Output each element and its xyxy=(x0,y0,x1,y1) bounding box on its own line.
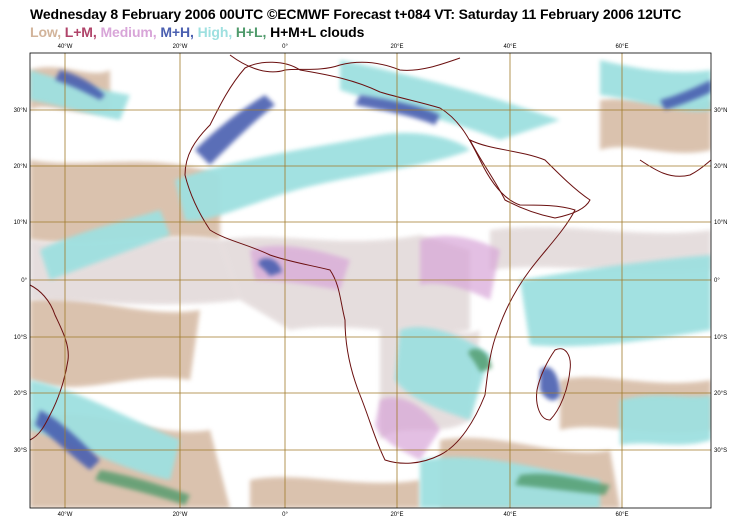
latitude-label: 30°N xyxy=(14,108,27,114)
legend-low: Low xyxy=(30,24,58,40)
longitude-label: 20°W xyxy=(173,512,188,518)
longitude-label: 60°E xyxy=(615,512,628,518)
longitude-label: 20°E xyxy=(390,512,403,518)
legend-high-low: H+L xyxy=(235,24,263,40)
latitude-label: 30°N xyxy=(714,108,727,114)
latitude-label: 0° xyxy=(714,278,720,284)
latitude-labels: 30°N 30°N 20°N 20°N 10°N 10°N 0° 0° 10°S 10°S 20°S… xyxy=(14,108,728,454)
arabia-coastline xyxy=(468,138,591,219)
longitude-label: 40°E xyxy=(503,512,516,518)
latitude-label: 10°S xyxy=(714,335,727,341)
madagascar-coastline xyxy=(536,348,571,421)
cloud-legend: Low, L+M, Medium, M+H, High, H+L, H+M+L … xyxy=(30,24,365,40)
legend-medium: Medium xyxy=(100,24,153,40)
cloud-fields xyxy=(30,53,711,508)
longitude-label: 20°E xyxy=(390,44,403,50)
legend-low-medium: L+M xyxy=(64,24,93,40)
longitude-label: 0° xyxy=(282,44,288,50)
asia-coastline xyxy=(639,159,712,177)
latitude-label: 10°S xyxy=(14,335,27,341)
latitude-label: 10°N xyxy=(714,220,727,226)
legend-high: High xyxy=(197,24,229,40)
latitude-label: 20°S xyxy=(14,391,27,397)
longitude-label: 40°W xyxy=(58,44,73,50)
legend-all-clouds: H+M+L clouds xyxy=(270,24,365,40)
legend-medium-high: M+H xyxy=(160,24,191,40)
europe-coastline xyxy=(229,54,461,73)
longitude-label: 60°E xyxy=(615,44,628,50)
latitude-label: 20°N xyxy=(714,164,727,170)
latitude-label: 20°S xyxy=(714,391,727,397)
longitude-labels: 40°W 40°W 20°W 20°W 0° 0° 20°E 20°E 40°E 40°E 60°E… xyxy=(58,44,629,518)
lat-lon-grid xyxy=(30,53,711,508)
latitude-label: 10°N xyxy=(14,220,27,226)
latitude-label: 20°N xyxy=(14,164,27,170)
latitude-label: 30°S xyxy=(714,448,727,454)
latitude-label: 30°S xyxy=(14,448,27,454)
map-frame xyxy=(29,52,712,509)
latitude-label: 0° xyxy=(21,278,27,284)
longitude-label: 40°W xyxy=(58,512,73,518)
south-america-coastline xyxy=(29,284,69,441)
forecast-title: Wednesday 8 February 2006 00UTC ©ECMWF F… xyxy=(30,6,682,22)
longitude-label: 40°E xyxy=(503,44,516,50)
longitude-label: 0° xyxy=(282,512,288,518)
longitude-label: 20°W xyxy=(173,44,188,50)
